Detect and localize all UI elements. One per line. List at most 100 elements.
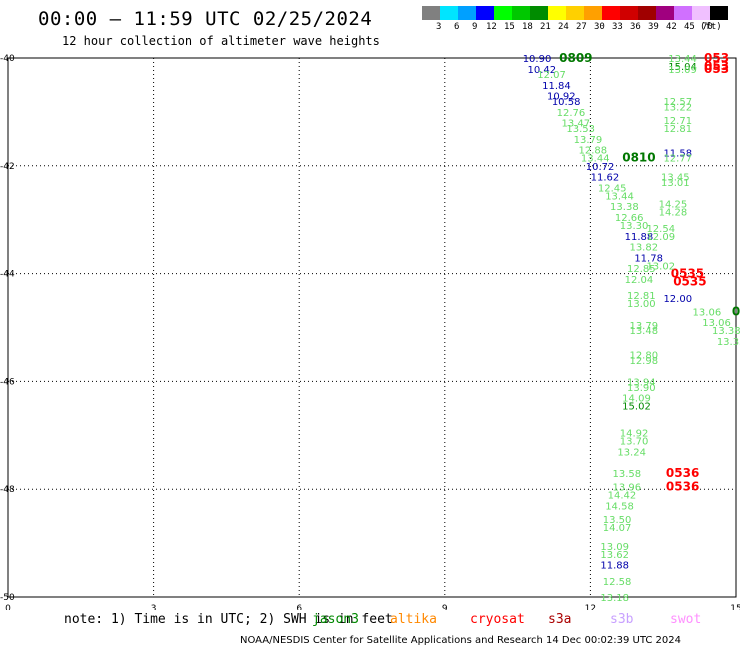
wave-height-label: 0810 — [622, 151, 655, 165]
chart-subtitle: 12 hour collection of altimeter wave hei… — [62, 34, 380, 48]
wave-height-label: 0536 — [666, 480, 699, 494]
wave-height-label: 10.90 — [523, 54, 552, 65]
colorbar-swatch — [656, 6, 674, 20]
wave-height-label: 12.85 — [627, 264, 656, 275]
colorbar-swatch — [494, 6, 512, 20]
wave-height-label: 15.04 — [668, 62, 697, 73]
colorbar-unit: (ft) — [700, 22, 722, 32]
wave-height-label: 13.45 — [661, 173, 690, 184]
colorbar-tick-label: 6 — [454, 22, 460, 32]
wave-height-label: 14.28 — [659, 208, 688, 219]
colorbar-swatch — [422, 6, 440, 20]
x-tick-label: 9 — [442, 604, 448, 610]
colorbar-swatch — [584, 6, 602, 20]
wave-height-label: 13.18 — [600, 593, 629, 604]
wave-height-label: 13.24 — [617, 447, 646, 458]
wave-height-label: 12.66 — [615, 213, 644, 224]
colorbar-swatch — [602, 6, 620, 20]
wave-height-label: 12.98 — [629, 356, 658, 367]
wave-height-label: 12.00 — [663, 294, 692, 305]
colorbar-swatch — [566, 6, 584, 20]
x-tick-label: 15 — [730, 604, 740, 610]
wave-height-label: 14.09 — [622, 394, 651, 405]
wave-height-label: 10.58 — [552, 97, 581, 108]
wave-height-label: 13.00 — [627, 299, 656, 310]
colorbar-swatch — [692, 6, 710, 20]
colorbar-swatch — [530, 6, 548, 20]
satellite-legend-s3a: s3a — [548, 612, 572, 627]
wave-height-label: 14.92 — [620, 429, 649, 440]
colorbar-swatch — [710, 6, 728, 20]
wave-height-label: 0535 — [671, 267, 704, 281]
wave-height-label: 13.06 — [702, 318, 731, 329]
colorbar-swatch — [674, 6, 692, 20]
colorbar-tick-label: 18 — [522, 22, 533, 32]
wave-height-label: 12.77 — [663, 154, 692, 165]
wave-height-label: 0809 — [559, 51, 592, 65]
colorbar-tick-label: 12 — [486, 22, 497, 32]
colorbar-tick-label: 70 — [702, 22, 713, 32]
colorbar-tick-label: 9 — [472, 22, 478, 32]
wave-height-label: 13.22 — [663, 103, 692, 114]
wave-height-label: 11.88 — [625, 232, 654, 243]
colorbar-swatch — [512, 6, 530, 20]
wave-height-label: 11.62 — [591, 173, 620, 184]
colorbar-swatch — [476, 6, 494, 20]
wave-height-label: 14.07 — [603, 523, 632, 534]
wave-height-label: 13.01 — [661, 178, 690, 189]
colorbar-tick-label: 3 — [436, 22, 442, 32]
wave-height-label: 13.70 — [620, 437, 649, 448]
wave-height-label: 14.42 — [608, 491, 637, 502]
wave-height-label: 13.82 — [629, 243, 658, 254]
wave-height-plot: 0 3 6 9 12 15 -50 -48 -46 -44 -42 -40 10.90 080910.42… — [0, 51, 740, 610]
wave-height-label: 12.88 — [579, 146, 608, 157]
colorbar-swatch — [440, 6, 458, 20]
wave-height-label: 13.09 — [600, 542, 629, 553]
x-tick-label: 0 — [5, 604, 11, 610]
wave-height-label: 12.07 — [537, 70, 566, 81]
wave-height-label: 12.45 — [598, 183, 627, 194]
wave-height-label: 053 — [704, 59, 729, 73]
wave-height-label: 13.48 — [629, 326, 658, 337]
wave-height-label: 13.38 — [712, 326, 740, 337]
wave-height-label: 13.90 — [627, 383, 656, 394]
plot-frame — [7, 57, 737, 598]
colorbar-tick-label: 24 — [558, 22, 569, 32]
colorbar-tick-label: 42 — [666, 22, 677, 32]
colorbar-swatch — [638, 6, 656, 20]
x-tick-label: 6 — [296, 604, 302, 610]
wave-height-label: 12.57 — [663, 97, 692, 108]
wave-height-label: 15.02 — [622, 402, 651, 413]
satellite-legend-jason3: jason3 — [312, 612, 359, 627]
y-tick-label: -50 — [0, 593, 15, 603]
wave-height-label: 0536 — [666, 466, 699, 480]
colorbar-tick-label: 30 — [594, 22, 605, 32]
wave-height-label: 0 — [732, 304, 740, 318]
wave-height-label: 11.88 — [600, 561, 629, 572]
wave-height-label: 12.81 — [627, 291, 656, 302]
wave-height-label: 13.58 — [612, 469, 641, 480]
wave-height-label: 13.96 — [612, 483, 641, 494]
wave-height-label: 12.54 — [646, 224, 675, 235]
y-tick-label: -40 — [0, 54, 15, 64]
wave-height-label: 13.47 — [562, 119, 591, 130]
wave-height-label: 11.58 — [663, 148, 692, 159]
wave-height-label: 12.71 — [663, 116, 692, 127]
colorbar-swatch — [620, 6, 638, 20]
wave-height-label: 13.38 — [610, 202, 639, 213]
x-tick-label: 3 — [151, 604, 157, 610]
y-tick-label: -48 — [0, 485, 15, 495]
wave-height-label: 12.76 — [557, 108, 586, 119]
wave-height-label: 0535 — [673, 275, 706, 289]
wave-height-label: 13.30 — [620, 221, 649, 232]
wave-height-label: 13.79 — [574, 135, 603, 146]
wave-height-label: 13.02 — [646, 262, 675, 273]
colorbar-tick-label: 39 — [648, 22, 659, 32]
colorbar-tick-label: 21 — [540, 22, 551, 32]
colorbar-tick-label: 27 — [576, 22, 587, 32]
satellite-legend-cryosat: cryosat — [470, 612, 525, 627]
wave-height-label: 11.78 — [634, 253, 663, 264]
wave-height-label: 12.80 — [629, 350, 658, 361]
wave-height-label: 13.44 — [668, 54, 697, 65]
chart-title: 00:00 – 11:59 UTC 02/25/2024 — [38, 8, 373, 30]
